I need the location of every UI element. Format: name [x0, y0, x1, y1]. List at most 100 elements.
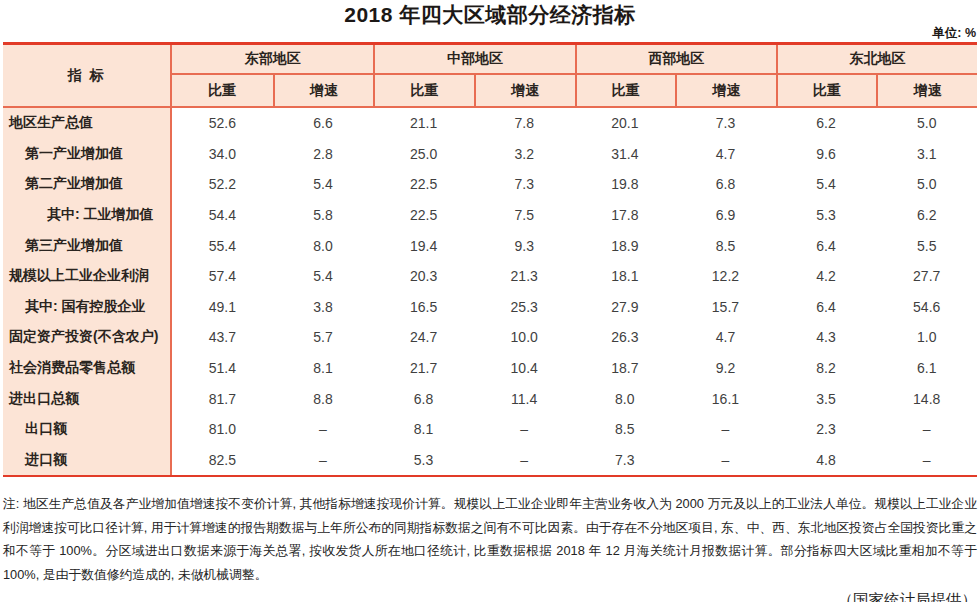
row-label: 第一产业增加值 — [3, 139, 172, 170]
row-label: 地区生产总值 — [3, 108, 172, 139]
cell-value: 5.4 — [273, 261, 374, 292]
cell-value: 22.5 — [373, 200, 474, 231]
cell-value: 7.5 — [474, 200, 575, 231]
cell-value: 5.8 — [273, 200, 374, 231]
cell-value: 19.4 — [373, 230, 474, 261]
cell-value: 8.1 — [373, 414, 474, 445]
table-row: 进出口总额81.78.86.811.48.016.13.514.8 — [3, 383, 977, 414]
cell-value: 5.3 — [776, 200, 877, 231]
cell-value: 7.3 — [474, 169, 575, 200]
cell-value: 7.3 — [675, 108, 776, 139]
cell-value: 27.9 — [575, 292, 676, 323]
cell-value: 43.7 — [172, 322, 273, 353]
cell-value: – — [876, 414, 977, 445]
cell-value: 14.8 — [876, 383, 977, 414]
page-title: 2018 年四大区域部分经济指标 — [3, 2, 977, 27]
cell-value: 31.4 — [575, 139, 676, 170]
cell-value: 4.7 — [675, 322, 776, 353]
cell-value: 3.8 — [273, 292, 374, 323]
cell-value: 22.5 — [373, 169, 474, 200]
cell-value: 6.2 — [776, 108, 877, 139]
cell-value: 8.8 — [273, 383, 374, 414]
cell-value: 5.5 — [876, 230, 977, 261]
cell-value: 6.4 — [776, 230, 877, 261]
cell-value: 4.7 — [675, 139, 776, 170]
region-header-2: 西部地区 — [575, 45, 776, 75]
cell-value: 4.3 — [776, 322, 877, 353]
cell-value: 16.5 — [373, 292, 474, 323]
cell-value: 4.8 — [776, 445, 877, 476]
table-row: 其中: 国有控股企业49.13.816.525.327.915.76.454.6 — [3, 292, 977, 323]
row-label: 第二产业增加值 — [3, 169, 172, 200]
cell-value: 54.6 — [876, 292, 977, 323]
footnote: 注: 地区生产总值及各产业增加值增速按不变价计算, 其他指标增速按现价计算。规模… — [3, 492, 977, 586]
subheader-3-1: 增速 — [876, 75, 977, 106]
subheader-1-0: 比重 — [373, 75, 474, 106]
cell-value: 7.3 — [575, 445, 676, 476]
cell-value: 5.0 — [876, 108, 977, 139]
subheader-0-1: 增速 — [273, 75, 374, 106]
cell-value: 27.7 — [876, 261, 977, 292]
cell-value: 1.0 — [876, 322, 977, 353]
subheader-1-1: 增速 — [474, 75, 575, 106]
cell-value: 8.0 — [575, 383, 676, 414]
cell-value: 21.3 — [474, 261, 575, 292]
cell-value: 25.0 — [373, 139, 474, 170]
cell-value: 21.1 — [373, 108, 474, 139]
cell-value: 81.0 — [172, 414, 273, 445]
cell-value: 2.3 — [776, 414, 877, 445]
statistics-page: 2018 年四大区域部分经济指标 单位: % 指 标东部地区中部地区西部地区东北… — [0, 0, 980, 602]
cell-value: 10.0 — [474, 322, 575, 353]
subheader-2-0: 比重 — [575, 75, 676, 106]
row-label: 其中: 国有控股企业 — [3, 292, 172, 323]
table-row: 出口额81.0–8.1–8.5–2.3– — [3, 414, 977, 445]
cell-value: 6.2 — [876, 200, 977, 231]
cell-value: 6.4 — [776, 292, 877, 323]
cell-value: 82.5 — [172, 445, 273, 476]
cell-value: 49.1 — [172, 292, 273, 323]
subheader-2-1: 增速 — [675, 75, 776, 106]
cell-value: 8.5 — [575, 414, 676, 445]
economic-indicators-table: 指 标东部地区中部地区西部地区东北地区比重增速比重增速比重增速比重增速 地区生产… — [3, 42, 977, 477]
table-row: 第一产业增加值34.02.825.03.231.44.79.63.1 — [3, 139, 977, 170]
cell-value: 12.2 — [675, 261, 776, 292]
cell-value: 20.1 — [575, 108, 676, 139]
row-label: 进出口总额 — [3, 383, 172, 414]
cell-value: 3.1 — [876, 139, 977, 170]
cell-value: 6.8 — [675, 169, 776, 200]
cell-value: 52.2 — [172, 169, 273, 200]
cell-value: 9.3 — [474, 230, 575, 261]
unit-label: 单位: % — [3, 27, 976, 40]
cell-value: 19.8 — [575, 169, 676, 200]
subheader-3-0: 比重 — [776, 75, 877, 106]
cell-value: 11.4 — [474, 383, 575, 414]
cell-value: 6.9 — [675, 200, 776, 231]
cell-value: 55.4 — [172, 230, 273, 261]
region-header-1: 中部地区 — [373, 45, 574, 75]
cell-value: 10.4 — [474, 353, 575, 384]
cell-value: 34.0 — [172, 139, 273, 170]
row-label: 固定资产投资(不含农户) — [3, 322, 172, 353]
cell-value: 9.6 — [776, 139, 877, 170]
indicator-column-header: 指 标 — [3, 45, 172, 106]
cell-value: 51.4 — [172, 353, 273, 384]
cell-value: 8.0 — [273, 230, 374, 261]
cell-value: 6.8 — [373, 383, 474, 414]
table-body: 地区生产总值52.66.621.17.820.17.36.25.0第一产业增加值… — [3, 108, 977, 475]
cell-value: 2.8 — [273, 139, 374, 170]
cell-value: 26.3 — [575, 322, 676, 353]
row-label: 社会消费品零售总额 — [3, 353, 172, 384]
table-row: 第三产业增加值55.48.019.49.318.98.56.45.5 — [3, 230, 977, 261]
cell-value: 8.1 — [273, 353, 374, 384]
cell-value: 24.7 — [373, 322, 474, 353]
cell-value: – — [273, 445, 374, 476]
table-row: 社会消费品零售总额51.48.121.710.418.79.28.26.1 — [3, 353, 977, 384]
cell-value: – — [474, 414, 575, 445]
table-row: 固定资产投资(不含农户)43.75.724.710.026.34.74.31.0 — [3, 322, 977, 353]
cell-value: – — [876, 445, 977, 476]
table-row: 规模以上工业企业利润57.45.420.321.318.112.24.227.7 — [3, 261, 977, 292]
row-label: 出口额 — [3, 414, 172, 445]
cell-value: 18.9 — [575, 230, 676, 261]
region-header-0: 东部地区 — [172, 45, 373, 75]
cell-value: 57.4 — [172, 261, 273, 292]
